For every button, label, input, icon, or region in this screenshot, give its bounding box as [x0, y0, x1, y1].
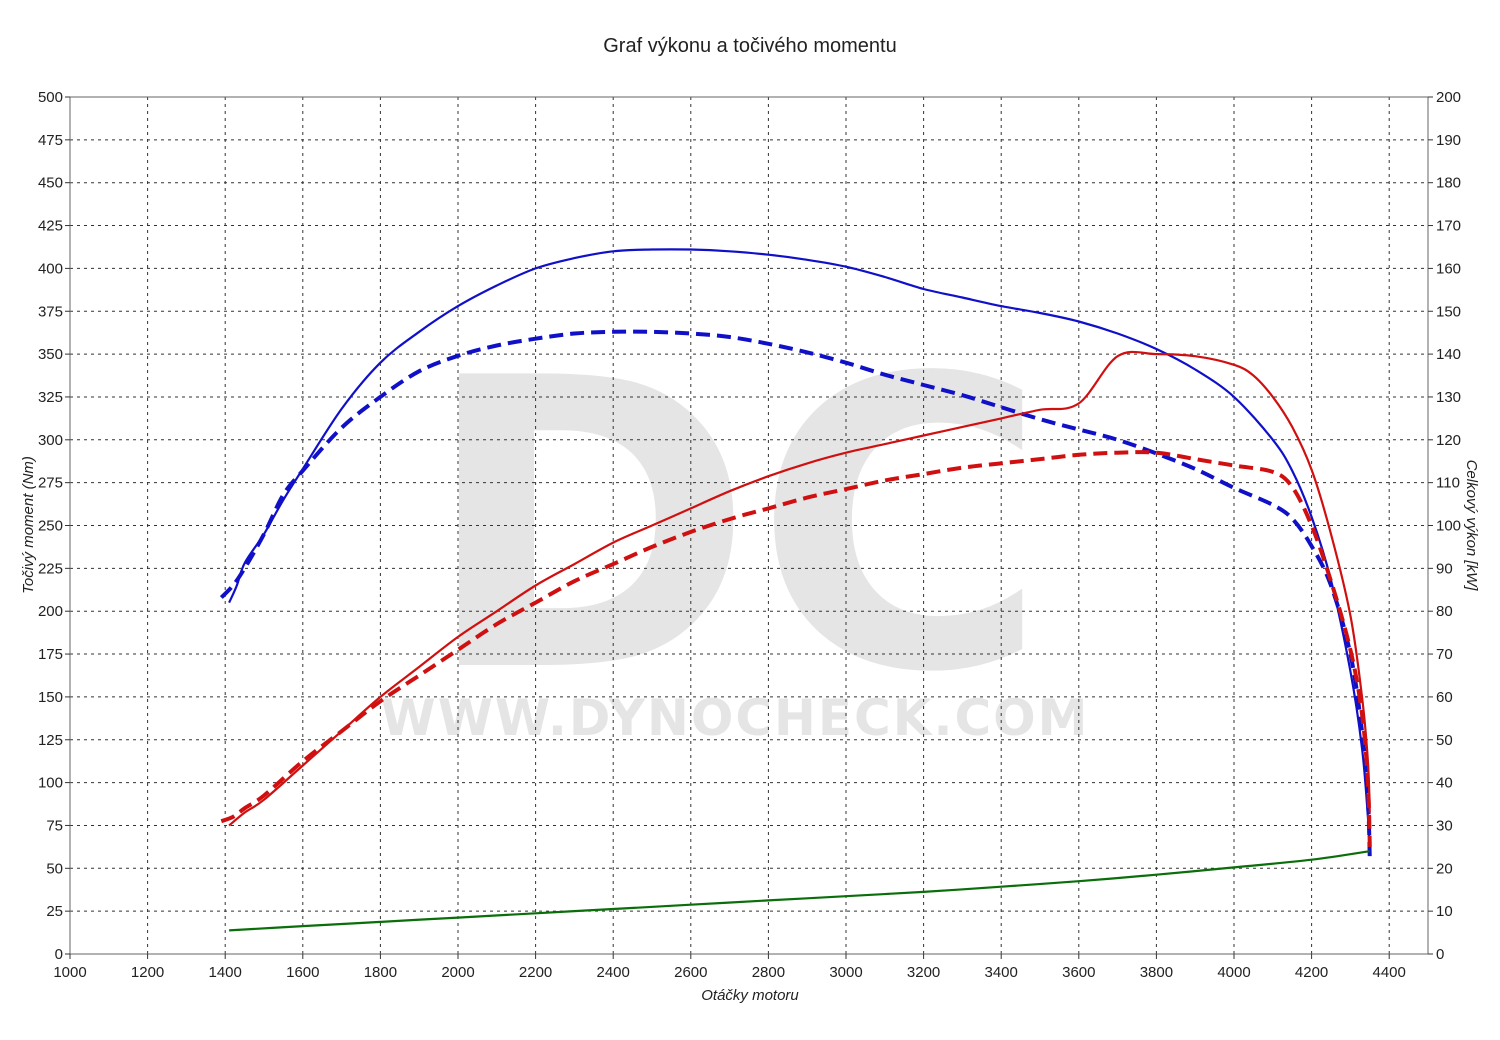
y-left-tick-label: 275 — [38, 475, 63, 492]
x-tick-label: 2200 — [519, 964, 552, 981]
x-tick-label: 1000 — [53, 964, 86, 981]
y-left-tick-label: 325 — [38, 389, 63, 406]
y-left-tick-label: 175 — [38, 646, 63, 663]
y-left-tick-label: 75 — [46, 817, 63, 834]
y-right-tick-label: 150 — [1436, 303, 1461, 320]
y-right-tick-label: 70 — [1436, 646, 1453, 663]
y-right-tick-label: 0 — [1436, 946, 1444, 963]
series-line-power-stock — [220, 450, 1372, 847]
y-right-tick-label: 140 — [1436, 346, 1461, 363]
y-left-tick-label: 100 — [38, 775, 63, 792]
y-left-tick-label: 425 — [38, 218, 63, 235]
watermark-letters: DC — [422, 295, 1048, 760]
y-left-tick-labels: 0 25 50 75 100 125 150 175 200 225 250 275 300 325 350… — [38, 89, 63, 963]
y-right-tick-label: 80 — [1436, 603, 1453, 620]
y-right-tick-label: 200 — [1436, 89, 1461, 106]
y-right-tick-label: 10 — [1436, 903, 1453, 920]
chart-title: Graf výkonu a točivého momentu — [603, 35, 896, 57]
y-left-tick-label: 400 — [38, 260, 63, 277]
y-left-tick-label: 475 — [38, 132, 63, 149]
y-right-tick-label: 180 — [1436, 175, 1461, 192]
y-right-tick-label: 100 — [1436, 518, 1461, 535]
y-left-tick-label: 150 — [38, 689, 63, 706]
x-tick-label: 4000 — [1217, 964, 1250, 981]
x-tick-label: 2800 — [752, 964, 785, 981]
watermark-url: WWW.DYNOCHECK.COM — [381, 689, 1090, 747]
y-right-tick-label: 90 — [1436, 560, 1453, 577]
x-tick-label: 1200 — [131, 964, 164, 981]
y-right-tick-label: 120 — [1436, 432, 1461, 449]
y-right-axis-label: Celkový výkon [kW] — [1463, 460, 1480, 592]
y-left-axis-label: Točivý moment (Nm) — [20, 456, 37, 594]
y-left-tick-label: 250 — [38, 518, 63, 535]
y-right-tick-label: 160 — [1436, 260, 1461, 277]
y-left-tick-label: 0 — [55, 946, 63, 963]
series-line-torque-tuned — [228, 248, 1371, 852]
series-line-power-tuned — [228, 350, 1371, 827]
x-tick-label: 1400 — [209, 964, 242, 981]
y-left-tick-label: 200 — [38, 603, 63, 620]
x-tick-label: 2400 — [597, 964, 630, 981]
y-left-tick-label: 375 — [38, 303, 63, 320]
y-left-tick-label: 125 — [38, 732, 63, 749]
y-left-tick-label: 350 — [38, 346, 63, 363]
series-line-loss — [229, 850, 1370, 932]
y-left-tick-label: 300 — [38, 432, 63, 449]
y-right-tick-label: 50 — [1436, 732, 1453, 749]
y-right-tick-label: 170 — [1436, 218, 1461, 235]
y-left-tick-label: 500 — [38, 89, 63, 106]
y-right-tick-label: 40 — [1436, 775, 1453, 792]
y-right-tick-label: 30 — [1436, 817, 1453, 834]
x-tick-label: 4400 — [1373, 964, 1406, 981]
grid — [70, 97, 1428, 954]
y-left-tick-label: 450 — [38, 175, 63, 192]
series-lines — [219, 248, 1372, 932]
x-axis-label: Otáčky motoru — [701, 987, 799, 1004]
x-tick-label: 3600 — [1062, 964, 1095, 981]
plot-frame — [65, 96, 1433, 959]
x-tick-label: 3400 — [985, 964, 1018, 981]
x-tick-label: 1600 — [286, 964, 319, 981]
x-tick-label: 2000 — [441, 964, 474, 981]
x-tick-label: 3000 — [829, 964, 862, 981]
watermark: DC WWW.DYNOCHECK.COM — [381, 295, 1090, 760]
y-left-tick-label: 25 — [46, 903, 63, 920]
x-tick-label: 4200 — [1295, 964, 1328, 981]
y-right-tick-label: 110 — [1436, 475, 1460, 492]
y-right-tick-label: 190 — [1436, 132, 1461, 149]
y-right-tick-label: 130 — [1436, 389, 1461, 406]
y-left-tick-label: 50 — [46, 860, 63, 877]
x-tick-label: 3200 — [907, 964, 940, 981]
y-left-tick-label: 225 — [38, 560, 63, 577]
y-right-tick-label: 60 — [1436, 689, 1453, 706]
y-right-tick-label: 20 — [1436, 860, 1453, 877]
series-line-torque-stock — [219, 329, 1372, 860]
x-tick-label: 3800 — [1140, 964, 1173, 981]
x-tick-label: 1800 — [364, 964, 397, 981]
x-tick-label: 2600 — [674, 964, 707, 981]
x-tick-labels: 1000 1200 1400 1600 1800 2000 2200 2400 2600 2800… — [53, 964, 1406, 981]
y-right-tick-labels: 0 10 20 30 40 50 60 70 80 90 100 110 120 130 140 150 160… — [1436, 89, 1461, 963]
